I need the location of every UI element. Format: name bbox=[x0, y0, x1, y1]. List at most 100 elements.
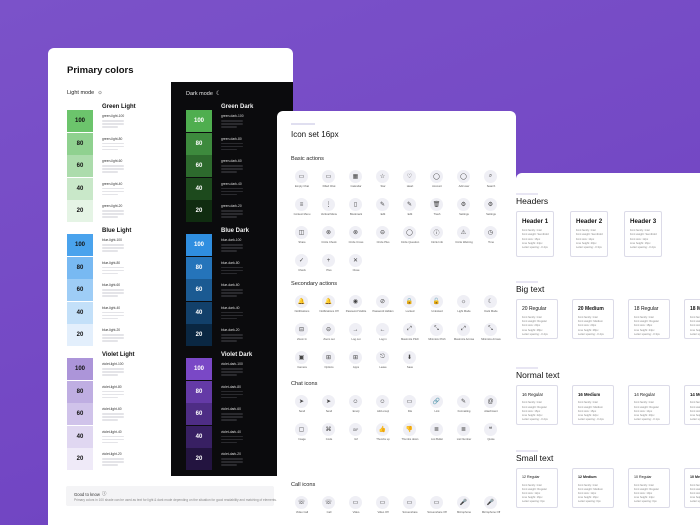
icon-tile-settings[interactable]: ⚙ bbox=[484, 198, 497, 211]
color-swatch-40[interactable]: 40 bbox=[186, 425, 212, 448]
color-swatch-80[interactable]: 80 bbox=[67, 256, 93, 279]
color-swatch-100[interactable]: 100 bbox=[67, 234, 93, 256]
color-swatch-60[interactable]: 60 bbox=[67, 403, 93, 425]
icon-tile-leave[interactable]: ⎋ bbox=[376, 351, 389, 364]
icon-tile-star[interactable]: ☆ bbox=[376, 170, 389, 183]
icon-tile-trash[interactable]: 🗑 bbox=[430, 198, 443, 211]
icon-tile-filled-chat[interactable]: ▭ bbox=[322, 170, 335, 183]
icon-tile-settings[interactable]: ⚙ bbox=[457, 198, 470, 211]
icon-tile-code[interactable]: ⌘ bbox=[322, 423, 335, 436]
color-swatch-60[interactable]: 60 bbox=[186, 403, 212, 425]
icon-tile-empty-chat[interactable]: ▭ bbox=[295, 170, 308, 183]
icon-tile-circle-cross[interactable]: ⊗ bbox=[349, 226, 362, 239]
icon-tile-call[interactable]: ☏ bbox=[322, 496, 335, 509]
type-style-card[interactable]: 18 Regular Font family: Inter Font weight:… bbox=[628, 299, 670, 339]
icon-tile-gif[interactable]: GIF bbox=[349, 423, 362, 436]
icon-tile-notifications-off[interactable]: 🔔 bbox=[322, 295, 335, 308]
icon-tile-circle-check[interactable]: ⊗ bbox=[322, 226, 335, 239]
icon-tile-vertical-menu[interactable]: ⋮ bbox=[322, 198, 335, 211]
color-swatch-60[interactable]: 60 bbox=[186, 155, 212, 177]
icon-tile-circle-plus[interactable]: ⊖ bbox=[376, 226, 389, 239]
color-swatch-20[interactable]: 20 bbox=[186, 200, 212, 222]
color-swatch-100[interactable]: 100 bbox=[186, 234, 212, 256]
icon-tile-save[interactable]: ⬇ bbox=[403, 351, 416, 364]
icon-tile-search[interactable]: ⌕ bbox=[484, 170, 497, 183]
icon-tile-maximize-pitch[interactable]: ⤢ bbox=[403, 323, 416, 336]
color-swatch-20[interactable]: 20 bbox=[186, 324, 212, 346]
icon-tile-dark-mode[interactable]: ☾ bbox=[484, 295, 497, 308]
icon-tile-video[interactable]: ▭ bbox=[349, 496, 362, 509]
icon-tile-context-menu[interactable]: ≡ bbox=[295, 198, 308, 211]
type-style-card[interactable]: 12 Medium Font family: Inter Font weight: … bbox=[572, 468, 614, 508]
icon-tile-close[interactable]: ✕ bbox=[349, 254, 362, 267]
color-swatch-80[interactable]: 80 bbox=[186, 132, 212, 155]
type-style-card[interactable]: 20 Regular Font family: Inter Font weight:… bbox=[516, 299, 558, 339]
icon-tile-formatting[interactable]: ✎ bbox=[457, 395, 470, 408]
icon-tile-password-hidden[interactable]: ⊘ bbox=[376, 295, 389, 308]
icon-tile-link[interactable]: 🔗 bbox=[430, 395, 443, 408]
icon-tile-password-visible[interactable]: ◉ bbox=[349, 295, 362, 308]
icon-tile-attachment[interactable]: @ bbox=[484, 395, 497, 408]
icon-tile-microphone[interactable]: 🎤 bbox=[457, 496, 470, 509]
color-swatch-100[interactable]: 100 bbox=[186, 358, 212, 380]
icon-tile-edit[interactable]: ✎ bbox=[403, 198, 416, 211]
icon-tile-log-out[interactable]: → bbox=[349, 323, 362, 336]
type-style-card[interactable]: 12 Regular Font family: Inter Font weight:… bbox=[516, 468, 558, 508]
icon-tile-log-in[interactable]: ← bbox=[376, 323, 389, 336]
color-swatch-40[interactable]: 40 bbox=[186, 301, 212, 324]
type-style-card[interactable]: 16 Medium Font family: Inter Font weight: … bbox=[572, 385, 614, 425]
icon-tile-file[interactable]: ▭ bbox=[403, 395, 416, 408]
icon-tile-thumbs-up[interactable]: 👍 bbox=[376, 423, 389, 436]
icon-tile-calendar[interactable]: ▦ bbox=[349, 170, 362, 183]
icon-tile-camera[interactable]: ▣ bbox=[295, 351, 308, 364]
color-swatch-100[interactable]: 100 bbox=[67, 110, 93, 132]
type-style-card[interactable]: 14 Regular Font family: Inter Font weight:… bbox=[628, 385, 670, 425]
icon-tile-share[interactable]: ◫ bbox=[295, 226, 308, 239]
icon-tile-locked[interactable]: 🔒 bbox=[403, 295, 416, 308]
color-swatch-40[interactable]: 40 bbox=[186, 177, 212, 200]
icon-tile-video-call[interactable]: ☏ bbox=[295, 496, 308, 509]
icon-tile-notifications[interactable]: 🔔 bbox=[295, 295, 308, 308]
icon-tile-account[interactable]: ◯ bbox=[430, 170, 443, 183]
icon-tile-add-user[interactable]: ◯ bbox=[457, 170, 470, 183]
color-swatch-40[interactable]: 40 bbox=[67, 177, 93, 200]
icon-tile-emoji[interactable]: ☺ bbox=[349, 395, 362, 408]
icon-tile-screenshare-off[interactable]: ▭ bbox=[430, 496, 443, 509]
color-swatch-20[interactable]: 20 bbox=[67, 448, 93, 470]
color-swatch-40[interactable]: 40 bbox=[67, 425, 93, 448]
color-swatch-60[interactable]: 60 bbox=[67, 279, 93, 301]
icon-tile-circle-question[interactable]: ◯ bbox=[403, 226, 416, 239]
icon-tile-apps[interactable]: ⊞ bbox=[349, 351, 362, 364]
color-swatch-60[interactable]: 60 bbox=[186, 279, 212, 301]
color-swatch-80[interactable]: 80 bbox=[186, 380, 212, 403]
color-swatch-80[interactable]: 80 bbox=[67, 380, 93, 403]
type-style-card[interactable]: 16 Regular Font family: Inter Font weight:… bbox=[516, 385, 558, 425]
icon-tile-edit[interactable]: ✎ bbox=[376, 198, 389, 211]
type-style-card[interactable]: Header 2 Font family: Inter Font weight: S… bbox=[570, 211, 608, 257]
icon-tile-unlocked[interactable]: 🔓 bbox=[430, 295, 443, 308]
icon-tile-time[interactable]: ◷ bbox=[484, 226, 497, 239]
type-style-card[interactable]: 10 Regular Font family: Inter Font weight:… bbox=[628, 468, 670, 508]
icon-tile-light-mode[interactable]: ☼ bbox=[457, 295, 470, 308]
type-style-card[interactable]: Header 3 Font family: Inter Font weight: S… bbox=[624, 211, 662, 257]
icon-tile-heart[interactable]: ♡ bbox=[403, 170, 416, 183]
icon-tile-zoom-out[interactable]: ⊖ bbox=[322, 323, 335, 336]
icon-tile-microphone-off[interactable]: 🎤 bbox=[484, 496, 497, 509]
icon-tile-send[interactable]: ➤ bbox=[322, 395, 335, 408]
icon-tile-send[interactable]: ➤ bbox=[295, 395, 308, 408]
icon-tile-list-number[interactable]: ≣ bbox=[457, 423, 470, 436]
icon-tile-circle-warning[interactable]: ⚠ bbox=[457, 226, 470, 239]
icon-tile-image[interactable]: ▢ bbox=[295, 423, 308, 436]
icon-tile-list-bullet[interactable]: ≣ bbox=[430, 423, 443, 436]
type-style-card[interactable]: Header 1 Font family: Inter Font weight: S… bbox=[516, 211, 554, 257]
color-swatch-80[interactable]: 80 bbox=[186, 256, 212, 279]
icon-tile-check[interactable]: ✓ bbox=[295, 254, 308, 267]
icon-tile-bookmark[interactable]: ▯ bbox=[349, 198, 362, 211]
color-swatch-40[interactable]: 40 bbox=[67, 301, 93, 324]
color-swatch-80[interactable]: 80 bbox=[67, 132, 93, 155]
icon-tile-minimize-pitch[interactable]: ⤡ bbox=[430, 323, 443, 336]
icon-tile-screenshare[interactable]: ▭ bbox=[403, 496, 416, 509]
icon-tile-video-off[interactable]: ▭ bbox=[376, 496, 389, 509]
